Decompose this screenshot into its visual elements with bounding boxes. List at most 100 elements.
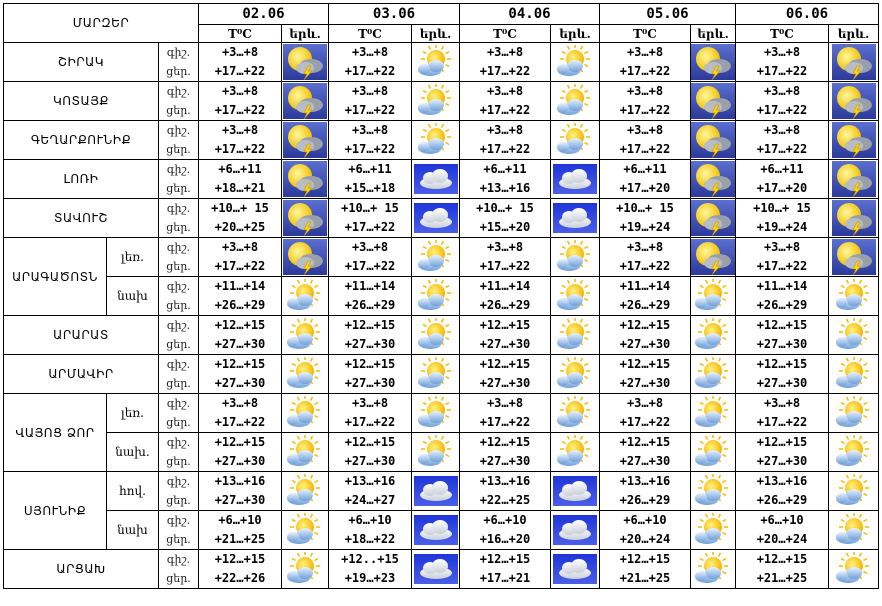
storm-icon	[690, 120, 736, 160]
region-name: ԱՐՄԱՎԻՐ	[3, 354, 159, 394]
cloudy-icon	[411, 549, 460, 589]
day-temperature: +17…+22	[214, 415, 266, 429]
temperature-cell: +3…+8 +17…+22	[735, 237, 829, 277]
day-temperature: +19…+23	[344, 571, 396, 585]
day-temperature: +15…+18	[344, 181, 396, 195]
storm-icon	[828, 81, 879, 121]
day-temperature: +22…+25	[479, 493, 531, 507]
night-temperature: +3…+8	[763, 396, 801, 410]
time-of-day-labels: գիշ. ցեր.	[158, 393, 199, 433]
night-temperature: +12…+15	[214, 357, 266, 371]
temperature-cell: +12…+15 +27…+30	[735, 315, 829, 355]
partly-cloudy-icon	[281, 549, 329, 589]
temperature-cell: +3…+8 +17…+22	[328, 393, 412, 433]
table-row: ՏԱՎՈՒՇ գիշ. ցեր. +10…+ 15 +20…+25 +10…+ 15 +17…	[3, 198, 879, 238]
night-temperature: +11…+14	[756, 279, 808, 293]
night-temperature: +6…+10	[623, 513, 667, 527]
temperature-cell: +3…+8 +17…+22	[198, 393, 282, 433]
temperature-cell: +6…+10 +16…+20	[459, 510, 551, 550]
temperature-cell: +3…+8 +17…+22	[735, 120, 829, 160]
table-row: նախ գիշ. ցեր. +6…+10 +21…+25 +6…+10 +18…+22 +6……	[4, 510, 879, 550]
night-temperature: +3…+8	[486, 84, 524, 98]
storm-icon	[828, 237, 879, 277]
partly-cloudy-icon	[828, 276, 879, 316]
partly-cloudy-icon	[550, 276, 600, 316]
partly-cloudy-icon	[828, 549, 879, 589]
table-row: ԼՈՌԻ գիշ. ցեր. +6…+11 +18…+21 +6…+11 +15…+18 +6…	[3, 159, 879, 199]
night-temperature: +12…+15	[619, 357, 671, 371]
temperature-cell: +3…+8 +17…+22	[459, 42, 551, 82]
storm-icon	[281, 198, 329, 238]
table-row: ԿՈՏԱՅՔ գիշ. ցեր. +3…+8 +17…+22 +3…+8 +17…+22 +3…	[3, 81, 879, 121]
temperature-cell: +12…+15 +27…+30	[328, 432, 412, 472]
night-temperature: +12…+15	[619, 318, 671, 332]
partly-cloudy-icon	[411, 237, 460, 277]
partly-cloudy-icon	[690, 276, 736, 316]
time-of-day-labels: գիշ. ցեր.	[158, 471, 199, 511]
temperature-cell: +12…+15 +27…+30	[328, 354, 412, 394]
day-temperature: +17…+22	[619, 64, 671, 78]
temperature-cell: +12…+15 +27…+30	[599, 354, 691, 394]
night-temperature: +12…+15	[619, 435, 671, 449]
night-temperature: +3…+8	[221, 123, 259, 137]
partly-cloudy-icon	[281, 393, 329, 433]
region-name: ԳԵՂԱՐՔՈՒՆԻՔ	[3, 120, 159, 160]
storm-icon	[828, 120, 879, 160]
partly-cloudy-icon	[411, 120, 460, 160]
temperature-cell: +3…+8 +17…+22	[328, 237, 412, 277]
day-label: ցեր.	[166, 104, 191, 117]
partly-cloudy-icon	[828, 432, 879, 472]
storm-icon	[828, 42, 879, 82]
table-row: ՍՅՈՒՆԻՔ հով. գիշ. ցեր. +13…+16 +27…+30 +13…+16…	[3, 471, 879, 550]
temperature-cell: +13…+16 +22…+25	[459, 471, 551, 511]
storm-icon	[690, 42, 736, 82]
temperature-cell: +10…+ 15 +19…+24	[599, 198, 691, 238]
night-temperature: +13…+16	[214, 474, 266, 488]
day-temperature: +26…+29	[214, 298, 266, 312]
day-temperature: +21…+25	[619, 571, 671, 585]
weather-col-header: երև.	[281, 24, 329, 43]
night-temperature: +12…+15	[479, 318, 531, 332]
temperature-cell: +12…+15 +27…+30	[459, 432, 551, 472]
partly-cloudy-icon	[281, 432, 329, 472]
temperature-cell: +12..+15 +19…+23	[328, 549, 412, 589]
night-temperature: +6…+11	[218, 162, 262, 176]
day-label: ցեր.	[166, 65, 191, 78]
cloudy-icon	[550, 510, 600, 550]
storm-icon	[828, 198, 879, 238]
day-temperature: +27…+30	[479, 454, 531, 468]
day-label: ցեր.	[166, 494, 191, 507]
day-temperature: +21…+25	[756, 571, 808, 585]
night-label: գիշ.	[166, 514, 191, 527]
night-temperature: +12…+15	[619, 552, 671, 566]
temperature-cell: +6…+10 +18…+22	[328, 510, 412, 550]
cloudy-icon	[411, 471, 460, 511]
night-label: գիշ.	[166, 436, 191, 449]
night-temperature: +3…+8	[486, 396, 524, 410]
night-label: գիշ.	[166, 124, 191, 137]
night-temperature: +6…+11	[760, 162, 804, 176]
cloudy-icon	[411, 159, 460, 199]
temperature-cell: +11…+14 +26…+29	[599, 276, 691, 316]
day-temperature: +19…+24	[619, 220, 671, 234]
day-temperature: +18…+22	[344, 532, 396, 546]
cloudy-icon	[411, 510, 460, 550]
night-temperature: +11…+14	[619, 279, 671, 293]
partly-cloudy-icon	[281, 276, 329, 316]
day-temperature: +17…+22	[479, 415, 531, 429]
night-temperature: +13…+16	[479, 474, 531, 488]
subregion-name: նախ.	[106, 432, 159, 472]
day-temperature: +26…+29	[344, 298, 396, 312]
day-temperature: +17…+22	[756, 103, 808, 117]
temperature-cell: +12…+15 +27…+30	[198, 354, 282, 394]
temp-col-header: T⁰C	[198, 24, 282, 43]
night-temperature: +3…+8	[351, 45, 389, 59]
night-temperature: +6…+11	[348, 162, 392, 176]
temperature-cell: +11…+14 +26…+29	[459, 276, 551, 316]
day-temperature: +27…+30	[619, 454, 671, 468]
partly-cloudy-icon	[690, 510, 736, 550]
subregion-name: հով.	[106, 471, 159, 511]
day-temperature: +17…+22	[619, 415, 671, 429]
day-temperature: +20…+24	[619, 532, 671, 546]
time-of-day-labels: գիշ. ցեր.	[158, 81, 199, 121]
